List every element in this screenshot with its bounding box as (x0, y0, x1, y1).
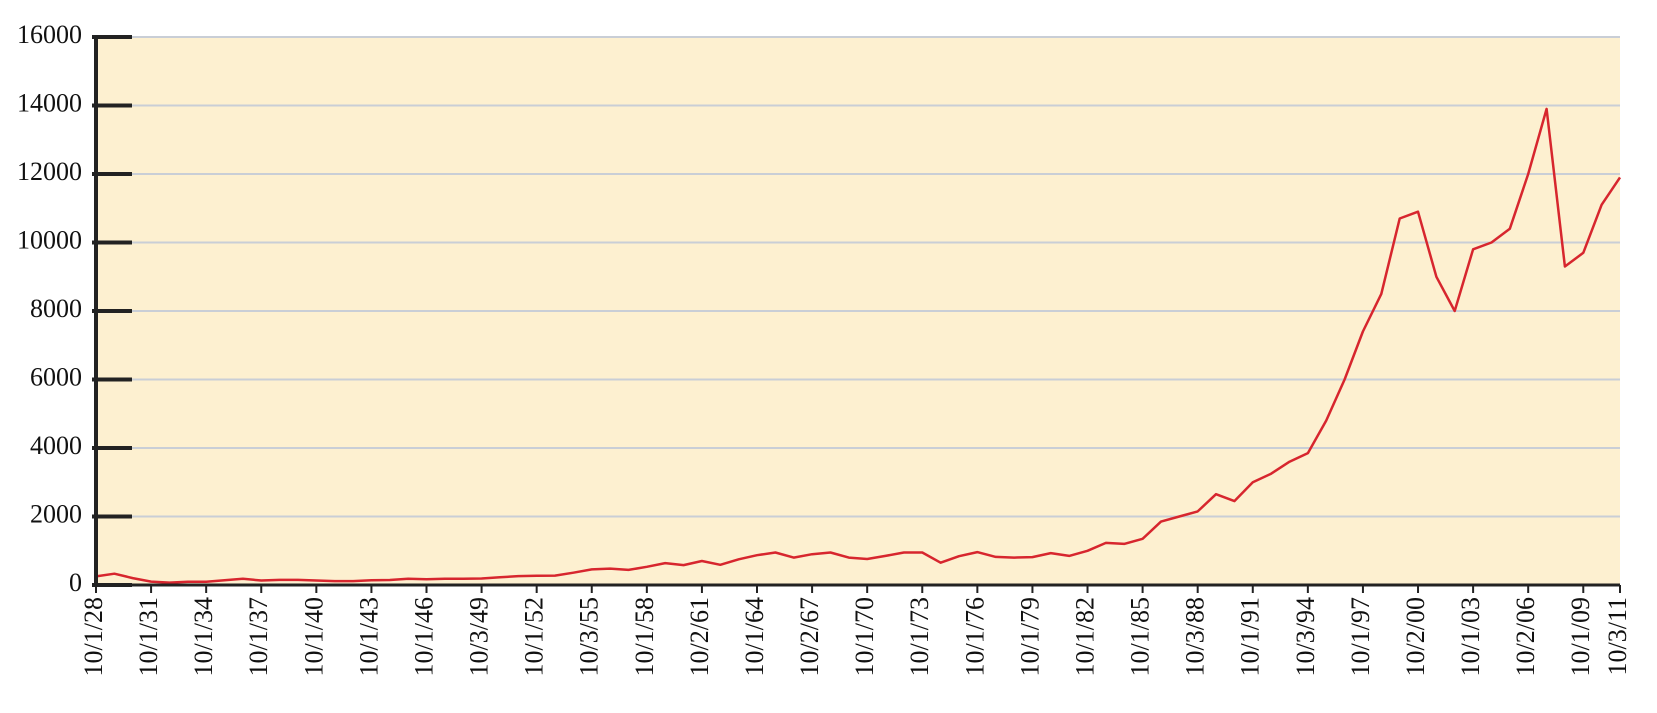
x-tick-label: 10/1/28 (79, 597, 108, 676)
x-tick-label: 10/1/79 (1015, 597, 1044, 676)
x-tick-label: 10/1/97 (1346, 597, 1375, 676)
x-tick-label: 10/1/43 (354, 597, 383, 676)
x-tick-label: 10/1/82 (1070, 597, 1099, 676)
grid (96, 36, 1620, 518)
x-tick-label: 10/3/88 (1181, 597, 1210, 676)
x-tick-label: 10/1/46 (409, 597, 438, 676)
y-tick-label: 12000 (17, 157, 82, 186)
x-tick-label: 10/1/03 (1456, 597, 1485, 676)
y-tick-label: 14000 (17, 88, 82, 117)
x-tick-label: 10/1/37 (244, 597, 273, 676)
x-tick-label: 10/1/52 (520, 597, 549, 676)
x-tick-label: 10/2/61 (685, 597, 714, 676)
x-tick-label: 10/1/09 (1566, 597, 1595, 676)
x-tick-label: 10/3/94 (1291, 597, 1320, 676)
y-tick-label: 16000 (17, 20, 82, 49)
x-tick-label: 10/3/55 (575, 597, 604, 676)
x-tick-label: 10/3/11 (1603, 597, 1632, 675)
y-tick-label: 0 (69, 568, 82, 597)
x-tick-label: 10/1/58 (630, 597, 659, 676)
y-tick-label: 6000 (30, 362, 82, 391)
x-tick-label: 10/1/91 (1236, 597, 1265, 676)
lines (95, 107, 1622, 584)
x-tick-label: 10/1/64 (740, 597, 769, 676)
x-tick-label: 10/1/31 (134, 597, 163, 676)
x-tick-label: 10/1/70 (850, 597, 879, 676)
x-tick-label: 10/1/76 (960, 597, 989, 676)
y-tick-label: 10000 (17, 225, 82, 254)
line-series (95, 107, 1622, 584)
x-tick-label: 10/1/85 (1126, 597, 1155, 676)
x-tick-label: 10/1/73 (905, 597, 934, 676)
x-tick-label: 10/2/06 (1511, 597, 1540, 676)
axes: 0 2000 4000 6000 8000 10000 12000 14000 16000 10/… (17, 20, 1632, 676)
x-tick-label: 10/3/49 (465, 597, 494, 676)
y-tick-label: 8000 (30, 294, 82, 323)
y-tick-label: 4000 (30, 431, 82, 460)
x-tick-label: 10/2/00 (1401, 597, 1430, 676)
x-tick-label: 10/2/67 (795, 597, 824, 676)
y-tick-label: 2000 (30, 499, 82, 528)
x-tick-label: 10/1/40 (299, 597, 328, 676)
x-tick-label: 10/1/34 (189, 597, 218, 676)
